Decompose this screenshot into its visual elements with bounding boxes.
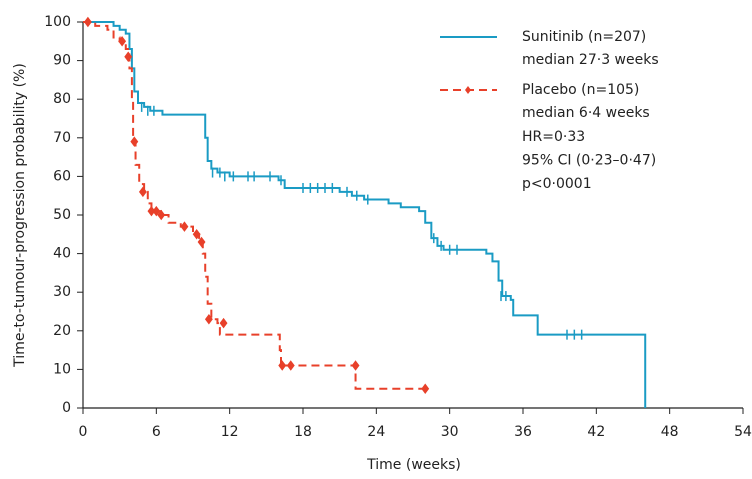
y-axis-label: Time-to-tumour-progression probability (… bbox=[12, 63, 28, 368]
legend-label: Sunitinib (n=207) bbox=[522, 29, 646, 45]
y-tick-label: 40 bbox=[53, 246, 71, 262]
censor-marker bbox=[286, 360, 295, 371]
censor-marker bbox=[197, 236, 206, 248]
x-tick-label: 54 bbox=[734, 424, 752, 440]
x-tick-label: 24 bbox=[367, 424, 385, 440]
censor-marker bbox=[152, 205, 161, 217]
censor-marker bbox=[130, 136, 139, 147]
censor-marker bbox=[204, 313, 213, 325]
y-tick-label: 70 bbox=[53, 130, 71, 146]
x-tick-label: 0 bbox=[79, 424, 88, 440]
censor-marker bbox=[138, 186, 147, 198]
y-tick-label: 20 bbox=[53, 323, 71, 339]
x-tick-label: 36 bbox=[514, 424, 532, 440]
y-tick-label: 100 bbox=[44, 14, 71, 30]
survival-curve bbox=[83, 21, 647, 408]
x-tick-label: 48 bbox=[661, 424, 679, 440]
censor-marker bbox=[180, 221, 189, 232]
legend-subtitle: median 27·3 weeks bbox=[522, 52, 659, 68]
censor-marker bbox=[421, 383, 430, 394]
legend-subtitle: median 6·4 weeks bbox=[522, 105, 650, 121]
x-tick-label: 18 bbox=[294, 424, 312, 440]
y-tick-label: 30 bbox=[53, 284, 71, 300]
x-tick-label: 6 bbox=[152, 424, 161, 440]
annotation: p<0·0001 bbox=[522, 176, 592, 192]
censor-marker bbox=[351, 360, 360, 371]
censor-marker bbox=[192, 229, 201, 240]
annotation: HR=0·33 bbox=[522, 129, 585, 145]
censor-marker bbox=[118, 36, 127, 47]
x-tick-label: 12 bbox=[221, 424, 239, 440]
y-tick-label: 90 bbox=[53, 53, 71, 69]
x-tick-label: 42 bbox=[587, 424, 605, 440]
censor-marker bbox=[219, 317, 228, 329]
y-tick-label: 50 bbox=[53, 207, 71, 223]
annotation: 95% CI (0·23–0·47) bbox=[522, 153, 656, 169]
censor-marker bbox=[278, 360, 287, 371]
x-tick-label: 30 bbox=[441, 424, 459, 440]
y-tick-label: 60 bbox=[53, 168, 71, 184]
censor-marker bbox=[83, 16, 92, 28]
y-tick-label: 10 bbox=[53, 361, 71, 377]
censor-marker bbox=[124, 51, 133, 62]
legend-label: Placebo (n=105) bbox=[522, 82, 639, 98]
legend-marker bbox=[465, 86, 471, 94]
y-tick-label: 80 bbox=[53, 91, 71, 107]
censor-marker bbox=[157, 209, 166, 221]
y-tick-label: 0 bbox=[62, 400, 71, 416]
x-axis-label: Time (weeks) bbox=[366, 457, 461, 473]
